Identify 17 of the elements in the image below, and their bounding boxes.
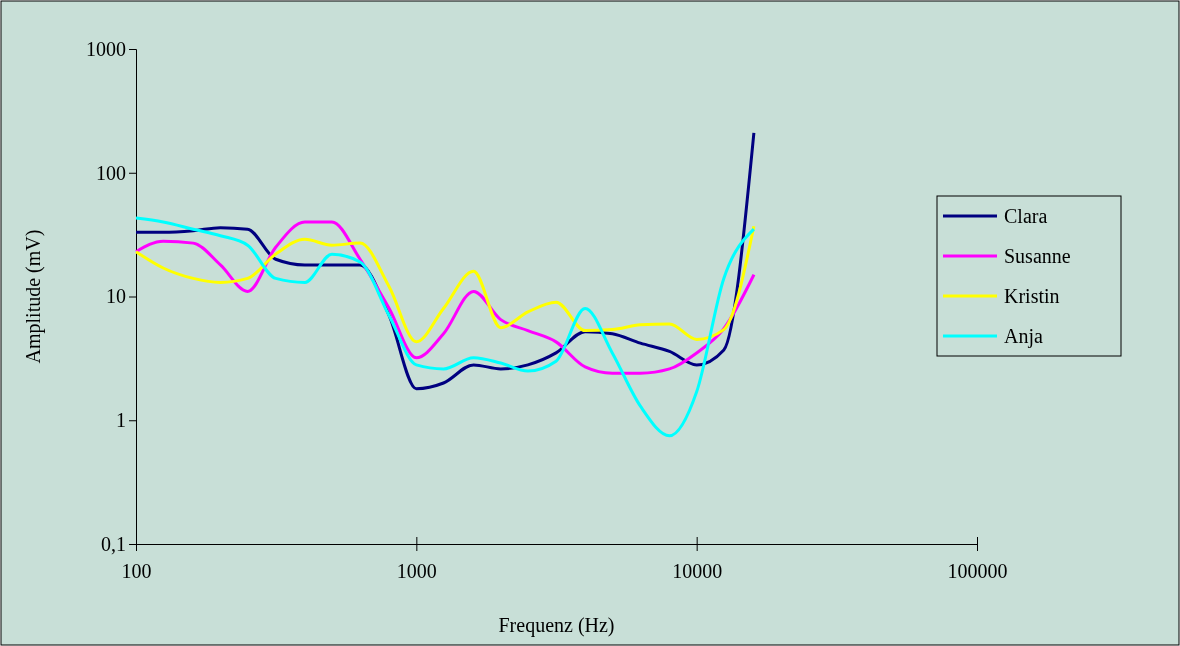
y-tick-label: 10 (106, 285, 126, 308)
line-series (134, 216, 756, 438)
x-axis-title: Frequenz (Hz) (498, 614, 615, 637)
y-axis-title: Amplitude (mV) (22, 229, 45, 364)
x-tick-label: 10000 (672, 560, 723, 582)
x-tick-label: 100000 (947, 560, 1008, 582)
y-tick-label: 0,1 (101, 532, 126, 555)
legend-label: Anja (1004, 325, 1043, 348)
y-tick-label: 100 (96, 161, 126, 184)
x-tick-label: 1000 (396, 560, 437, 582)
line-series (134, 224, 756, 344)
x-tick-label: 100 (121, 560, 152, 582)
y-tick-label: 1000 (86, 37, 126, 60)
legend-label: Susanne (1004, 245, 1071, 267)
y-tick-label: 1 (116, 409, 126, 432)
legend-label: Kristin (1004, 285, 1060, 307)
legend-label: Clara (1004, 205, 1048, 227)
